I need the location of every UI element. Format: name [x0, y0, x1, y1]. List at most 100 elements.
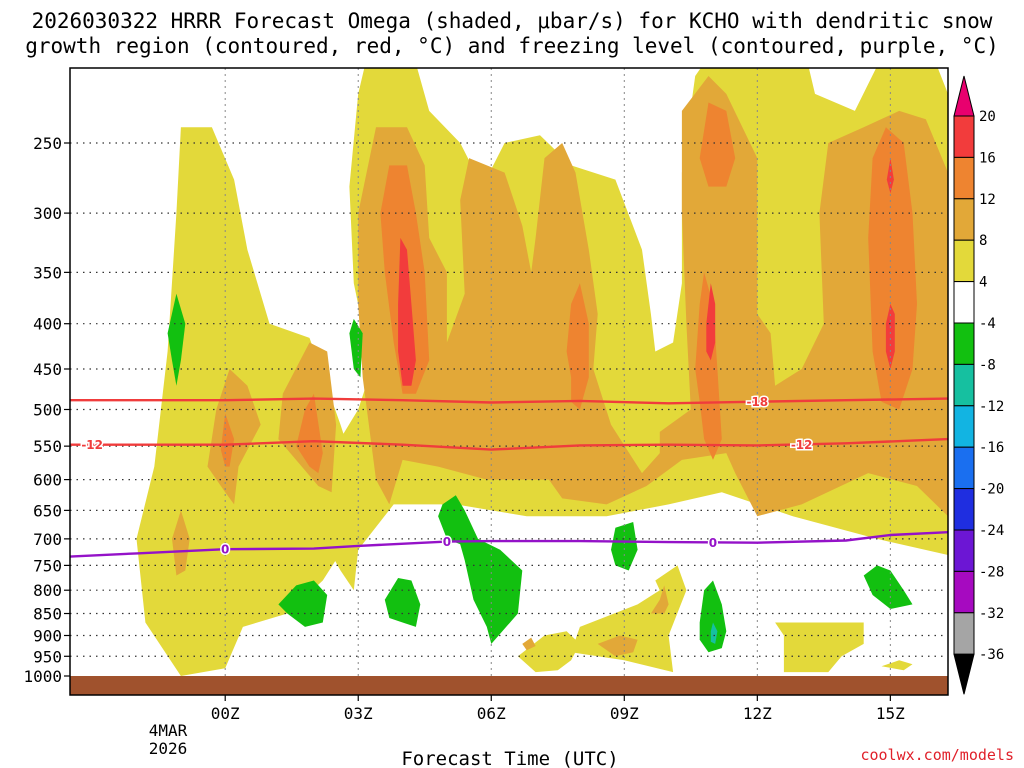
- x-axis-label: Forecast Time (UTC): [401, 748, 618, 768]
- omega-region-16-0: [398, 237, 416, 386]
- colorbar-box-8: [953, 446, 975, 490]
- contour-label-dendritic-lower-2-0: -12: [791, 438, 813, 452]
- omega-region-16-3: [886, 158, 894, 194]
- omega-region-8-0: [172, 510, 190, 576]
- contour-freezing-level: [70, 531, 948, 558]
- colorbar-label-2: 12: [979, 192, 996, 208]
- colorbar: 20 16 12 8 4 -4 -8 -12 -16 -20 -24 -28 -32 -36: [953, 75, 1004, 695]
- colorbar-label-12: -32: [979, 606, 1004, 622]
- chart-title-line2: growth region (contoured, red, °C) and f…: [25, 34, 999, 58]
- omega-region-neg4-5: [611, 522, 638, 571]
- y-tick-label-250: 250: [33, 134, 62, 153]
- colorbar-box-4: [953, 281, 975, 324]
- colorbar-box-1: [953, 156, 975, 200]
- omega-region-neg4-3: [278, 580, 328, 627]
- date-label-year: 2026: [149, 739, 188, 758]
- omega-region-16-1: [706, 283, 716, 361]
- colorbar-label-4: 4: [979, 275, 987, 291]
- colorbar-label-3: 8: [979, 233, 987, 249]
- colorbar-label-11: -28: [979, 564, 1004, 580]
- ground-band: [70, 676, 948, 695]
- brand-link[interactable]: coolwx.com/models: [860, 746, 1014, 764]
- y-tick-label-300: 300: [33, 204, 62, 223]
- y-tick-label-900: 900: [33, 626, 62, 645]
- contours: -18 -12 -12 0 0 0: [70, 394, 948, 558]
- colorbar-label-6: -8: [979, 357, 996, 373]
- x-tick-label-06Z: 06Z: [477, 704, 506, 723]
- omega-region-neg4-2: [438, 495, 523, 644]
- omega-region-neg4-7: [863, 565, 913, 609]
- contour-label-dendritic-upper-0: -18: [746, 395, 768, 409]
- contour-label-freezing-level-1: 0: [443, 535, 451, 549]
- y-tick-label-600: 600: [33, 471, 62, 490]
- omega-region-8-6: [650, 585, 669, 614]
- omega-region-4-3: [517, 631, 580, 673]
- contour-label-dendritic-lower-0: -12: [81, 438, 103, 452]
- colorbar-box-12: [953, 612, 975, 655]
- colorbar-label-13: -36: [979, 647, 1004, 663]
- colorbar-box-9: [953, 488, 975, 531]
- omega-region-12-5: [699, 102, 736, 187]
- chart-title-line1: 2026030322 HRRR Forecast Omega (shaded, …: [32, 9, 993, 33]
- plot-area: -18 -12 -12 0 0 0 250 300 350 400 450 500 550 600 650 7…: [23, 67, 949, 723]
- contour-label-freezing-level-2: 0: [709, 536, 717, 550]
- contour-dendritic-lower: [70, 437, 948, 451]
- colorbar-label-7: -12: [979, 399, 1004, 415]
- y-tick-label-400: 400: [33, 315, 62, 334]
- omega-region-4-4: [775, 622, 864, 673]
- colorbar-label-8: -16: [979, 440, 1004, 456]
- colorbar-box-7: [953, 405, 975, 448]
- omega-region-8-4: [522, 637, 536, 651]
- y-tick-label-550: 550: [33, 437, 62, 456]
- colorbar-label-9: -20: [979, 482, 1004, 498]
- colorbar-top-arrow: [953, 75, 975, 117]
- colorbar-label-0: 20: [979, 109, 996, 125]
- y-tick-label-350: 350: [33, 263, 62, 282]
- y-tick-label-800: 800: [33, 581, 62, 600]
- x-tick-label-03Z: 03Z: [344, 704, 373, 723]
- omega-region-12-1: [296, 393, 323, 474]
- omega-region-12-6: [868, 127, 917, 410]
- omega-region-neg4-4: [384, 578, 421, 627]
- x-tick-label-00Z: 00Z: [211, 704, 240, 723]
- omega-region-8-1: [207, 369, 261, 505]
- colorbar-box-11: [953, 570, 975, 614]
- omega-region-neg4-0: [167, 293, 186, 386]
- colorbar-box-10: [953, 529, 975, 572]
- colorbar-label-10: -24: [979, 523, 1004, 539]
- y-tick-label-750: 750: [33, 556, 62, 575]
- x-tick-label-12Z: 12Z: [743, 704, 772, 723]
- y-tick-label-850: 850: [33, 605, 62, 624]
- omega-region-12-4: [695, 272, 722, 460]
- y-tick-label-500: 500: [33, 401, 62, 420]
- y-tick-label-950: 950: [33, 647, 62, 666]
- y-tick-label-700: 700: [33, 530, 62, 549]
- x-tick-label-09Z: 09Z: [610, 704, 639, 723]
- y-tick-label-1000: 1000: [23, 667, 62, 686]
- colorbar-box-6: [953, 363, 975, 407]
- omega-region-neg8-0: [710, 622, 718, 644]
- omega-fields: [136, 68, 948, 676]
- omega-region-16-2: [885, 304, 895, 369]
- colorbar-box-5: [953, 322, 975, 365]
- omega-region-12-0: [220, 413, 235, 467]
- x-tick-label-15Z: 15Z: [876, 704, 905, 723]
- colorbar-label-5: -4: [979, 316, 996, 332]
- y-tick-label-450: 450: [33, 360, 62, 379]
- omega-region-neg4-6: [699, 580, 727, 653]
- contour-label-freezing-level-0: 0: [221, 543, 229, 557]
- omega-region-4-5: [881, 660, 913, 671]
- date-label-month: 4MAR: [149, 721, 188, 740]
- colorbar-box-2: [953, 198, 975, 241]
- colorbar-label-1: 16: [979, 150, 996, 166]
- colorbar-box-0: [953, 115, 975, 158]
- contour-dendritic-upper: [70, 397, 948, 405]
- plot-border: [69, 67, 949, 696]
- y-tick-label-650: 650: [33, 501, 62, 520]
- omega-region-12-3: [566, 283, 589, 410]
- omega-region-neg4-1: [349, 318, 363, 378]
- omega-region-8-5: [597, 635, 638, 657]
- omega-region-8-3: [358, 76, 948, 517]
- colorbar-box-3: [953, 239, 975, 283]
